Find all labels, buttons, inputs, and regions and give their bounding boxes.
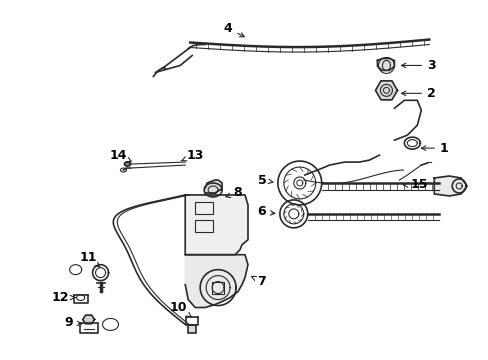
Polygon shape (375, 81, 397, 100)
Text: 11: 11 (80, 251, 100, 267)
Text: 5: 5 (257, 174, 272, 186)
Bar (188, 325, 196, 333)
Text: 14: 14 (109, 149, 131, 162)
Polygon shape (205, 180, 222, 193)
Polygon shape (124, 162, 130, 166)
Text: 7: 7 (251, 275, 266, 288)
Text: 12: 12 (52, 291, 75, 304)
Polygon shape (433, 176, 466, 196)
Text: 15: 15 (403, 179, 427, 192)
Text: 1: 1 (421, 141, 447, 155)
Bar (195, 220, 213, 232)
Text: 3: 3 (401, 59, 435, 72)
Polygon shape (185, 255, 247, 307)
Polygon shape (82, 315, 94, 324)
Text: 6: 6 (257, 205, 274, 219)
Polygon shape (377, 58, 394, 71)
Bar (212, 282, 224, 293)
Text: 10: 10 (169, 301, 192, 318)
Text: 9: 9 (64, 316, 81, 329)
Text: 4: 4 (223, 22, 244, 37)
Polygon shape (185, 195, 247, 255)
Bar (195, 202, 213, 214)
Text: 13: 13 (181, 149, 203, 162)
Text: 2: 2 (401, 87, 435, 100)
Text: 8: 8 (225, 186, 242, 199)
